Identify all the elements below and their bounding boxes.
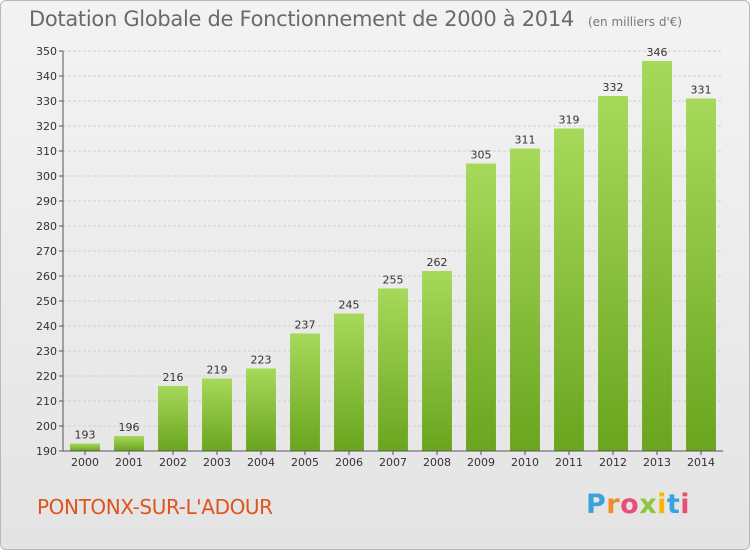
y-tick-label: 250 (36, 295, 57, 308)
chart-unit: (en milliers d'€) (587, 15, 683, 29)
data-label: 193 (75, 429, 96, 442)
data-labels: 193 196 216 219 223 237 245 255 262 305 311 319 332 3… (75, 46, 712, 442)
bar (554, 128, 584, 451)
y-tick-label: 350 (36, 45, 57, 58)
x-tick-label: 2004 (247, 456, 275, 469)
x-tick-label: 2010 (511, 456, 539, 469)
bar (422, 271, 452, 451)
y-tick-label: 200 (36, 420, 57, 433)
data-label: 219 (207, 364, 228, 377)
y-tick-label: 340 (36, 70, 57, 83)
data-label: 332 (603, 81, 624, 94)
axes: 190 200 210 220 230 240 250 260 270 280 290 300 310 3… (36, 45, 723, 469)
chart-title: Dotation Globale de Fonctionnement de 20… (29, 7, 682, 31)
y-tick-label: 320 (36, 120, 57, 133)
bar (642, 61, 672, 451)
bar (114, 436, 144, 451)
x-tick-label: 2000 (71, 456, 99, 469)
y-tick-label: 190 (36, 445, 57, 458)
x-tick-label: 2013 (643, 456, 671, 469)
y-tick-label: 300 (36, 170, 57, 183)
logo-letter: x (639, 489, 658, 520)
logo-letter: r (606, 489, 621, 520)
data-label: 216 (163, 371, 184, 384)
x-tick-label: 2005 (291, 456, 319, 469)
data-label: 237 (295, 319, 316, 332)
y-tick-label: 290 (36, 195, 57, 208)
bar (510, 148, 540, 451)
x-tick-label: 2009 (467, 456, 495, 469)
data-label: 305 (471, 149, 492, 162)
bar (70, 443, 100, 451)
x-tick-label: 2014 (687, 456, 715, 469)
y-tick-label: 310 (36, 145, 57, 158)
x-tick-label: 2006 (335, 456, 363, 469)
data-label: 262 (427, 256, 448, 269)
y-tick-label: 230 (36, 345, 57, 358)
data-label: 346 (647, 46, 668, 59)
logo-letter: i (680, 489, 691, 520)
data-label: 311 (515, 134, 536, 147)
y-tick-label: 270 (36, 245, 57, 258)
proxiti-logo: Proxiti (586, 489, 690, 520)
bar (246, 368, 276, 451)
commune-name: PONTONX-SUR-L'ADOUR (37, 495, 273, 519)
bar (202, 378, 232, 451)
bar (598, 96, 628, 451)
y-tick-label: 210 (36, 395, 57, 408)
x-tick-label: 2011 (555, 456, 583, 469)
x-tick-label: 2003 (203, 456, 231, 469)
logo-letter: P (586, 489, 607, 520)
data-label: 196 (119, 421, 140, 434)
x-tick-label: 2008 (423, 456, 451, 469)
y-tick-label: 330 (36, 95, 57, 108)
y-tick-label: 240 (36, 320, 57, 333)
logo-letter: t (666, 489, 681, 520)
y-tick-label: 260 (36, 270, 57, 283)
data-label: 319 (559, 114, 580, 127)
x-tick-label: 2007 (379, 456, 407, 469)
data-label: 223 (251, 354, 272, 367)
data-label: 331 (691, 84, 712, 97)
bar (158, 386, 188, 451)
bar (378, 288, 408, 451)
bar (686, 98, 716, 451)
y-tick-label: 280 (36, 220, 57, 233)
data-label: 255 (383, 274, 404, 287)
logo-letter: i (657, 489, 667, 520)
x-tick-label: 2012 (599, 456, 627, 469)
x-tick-label: 2001 (115, 456, 143, 469)
bar (290, 333, 320, 451)
x-tick-label: 2002 (159, 456, 187, 469)
y-tick-label: 220 (36, 370, 57, 383)
bar (466, 163, 496, 451)
bars (70, 61, 716, 451)
data-label: 245 (339, 299, 360, 312)
chart-title-text: Dotation Globale de Fonctionnement de 20… (29, 7, 574, 31)
logo-letter: o (620, 489, 640, 520)
bar (334, 313, 364, 451)
